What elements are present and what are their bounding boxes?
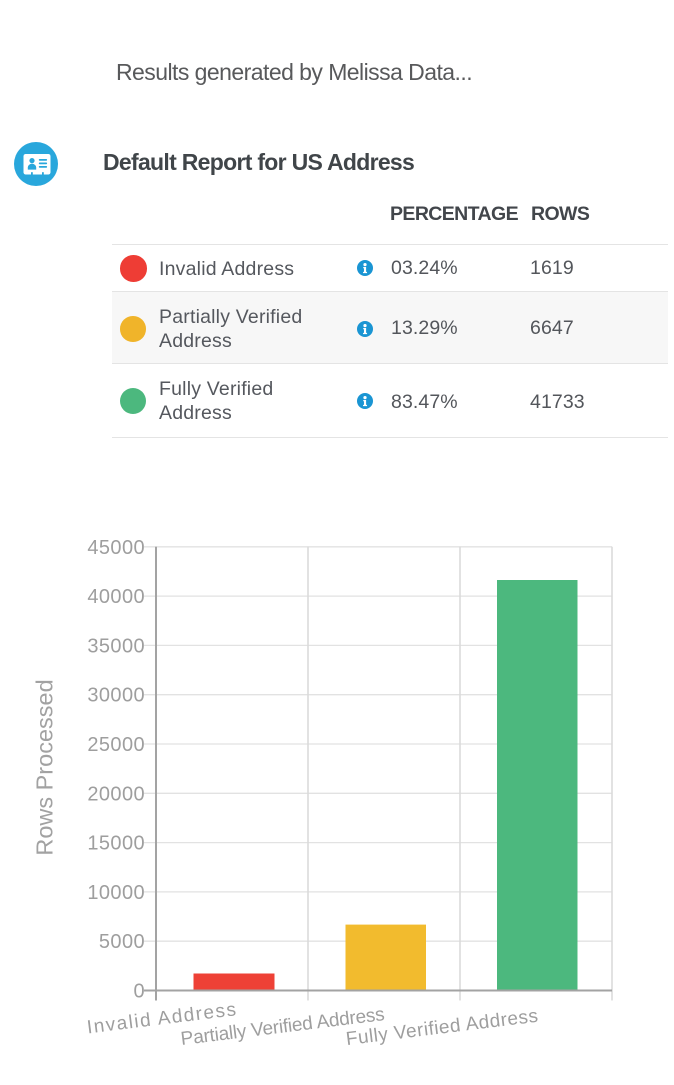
svg-text:30000: 30000 [87, 685, 145, 707]
svg-text:45000: 45000 [87, 537, 145, 559]
svg-text:40000: 40000 [87, 586, 145, 608]
svg-text:5000: 5000 [99, 931, 145, 953]
svg-text:20000: 20000 [87, 783, 145, 805]
svg-text:10000: 10000 [87, 882, 145, 904]
svg-text:35000: 35000 [87, 635, 145, 657]
svg-text:15000: 15000 [87, 833, 145, 855]
svg-text:25000: 25000 [87, 734, 145, 756]
svg-text:Rows Processed: Rows Processed [32, 679, 58, 855]
svg-text:0: 0 [133, 981, 145, 1003]
